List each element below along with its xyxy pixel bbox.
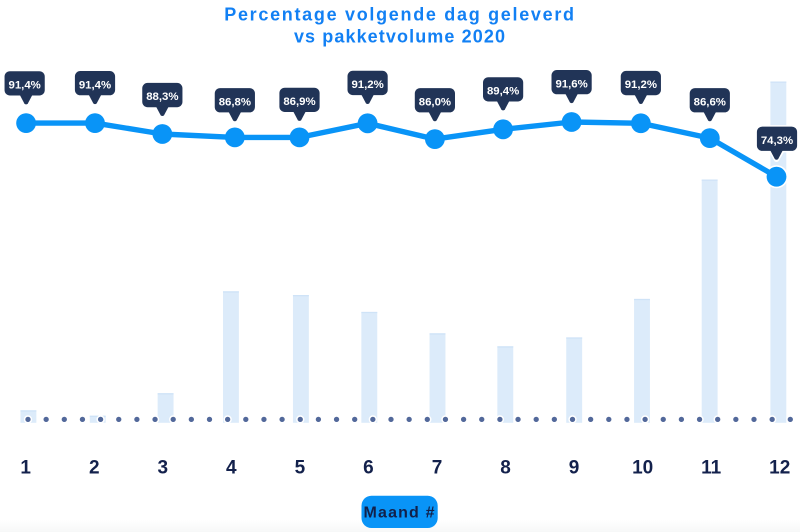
svg-text:91,2%: 91,2%: [625, 79, 657, 91]
svg-text:91,2%: 91,2%: [351, 79, 383, 91]
svg-text:86,6%: 86,6%: [694, 96, 726, 108]
svg-text:vs pakketvolume 2020: vs pakketvolume 2020: [294, 27, 506, 47]
svg-text:1: 1: [20, 458, 31, 479]
svg-text:7: 7: [432, 458, 443, 479]
svg-text:3: 3: [158, 458, 169, 479]
svg-text:10: 10: [632, 458, 653, 479]
svg-text:86,9%: 86,9%: [283, 96, 315, 108]
svg-text:8: 8: [500, 458, 511, 479]
svg-text:86,0%: 86,0%: [419, 96, 451, 108]
svg-text:88,3%: 88,3%: [146, 91, 178, 103]
svg-text:91,4%: 91,4%: [79, 79, 111, 91]
svg-text:4: 4: [226, 458, 237, 479]
svg-text:74,3%: 74,3%: [761, 135, 793, 147]
svg-text:5: 5: [295, 458, 306, 479]
svg-text:89,4%: 89,4%: [487, 86, 519, 98]
svg-text:2: 2: [89, 458, 100, 479]
svg-text:Maand #: Maand #: [364, 504, 436, 521]
svg-text:91,6%: 91,6%: [555, 78, 587, 90]
svg-text:6: 6: [363, 458, 374, 479]
svg-text:11: 11: [701, 458, 722, 479]
svg-text:91,4%: 91,4%: [8, 80, 40, 92]
svg-text:12: 12: [769, 458, 790, 479]
svg-text:Percentage volgende dag geleve: Percentage volgende dag geleverd: [224, 4, 576, 24]
svg-text:86,8%: 86,8%: [219, 96, 251, 108]
svg-text:9: 9: [569, 458, 580, 479]
